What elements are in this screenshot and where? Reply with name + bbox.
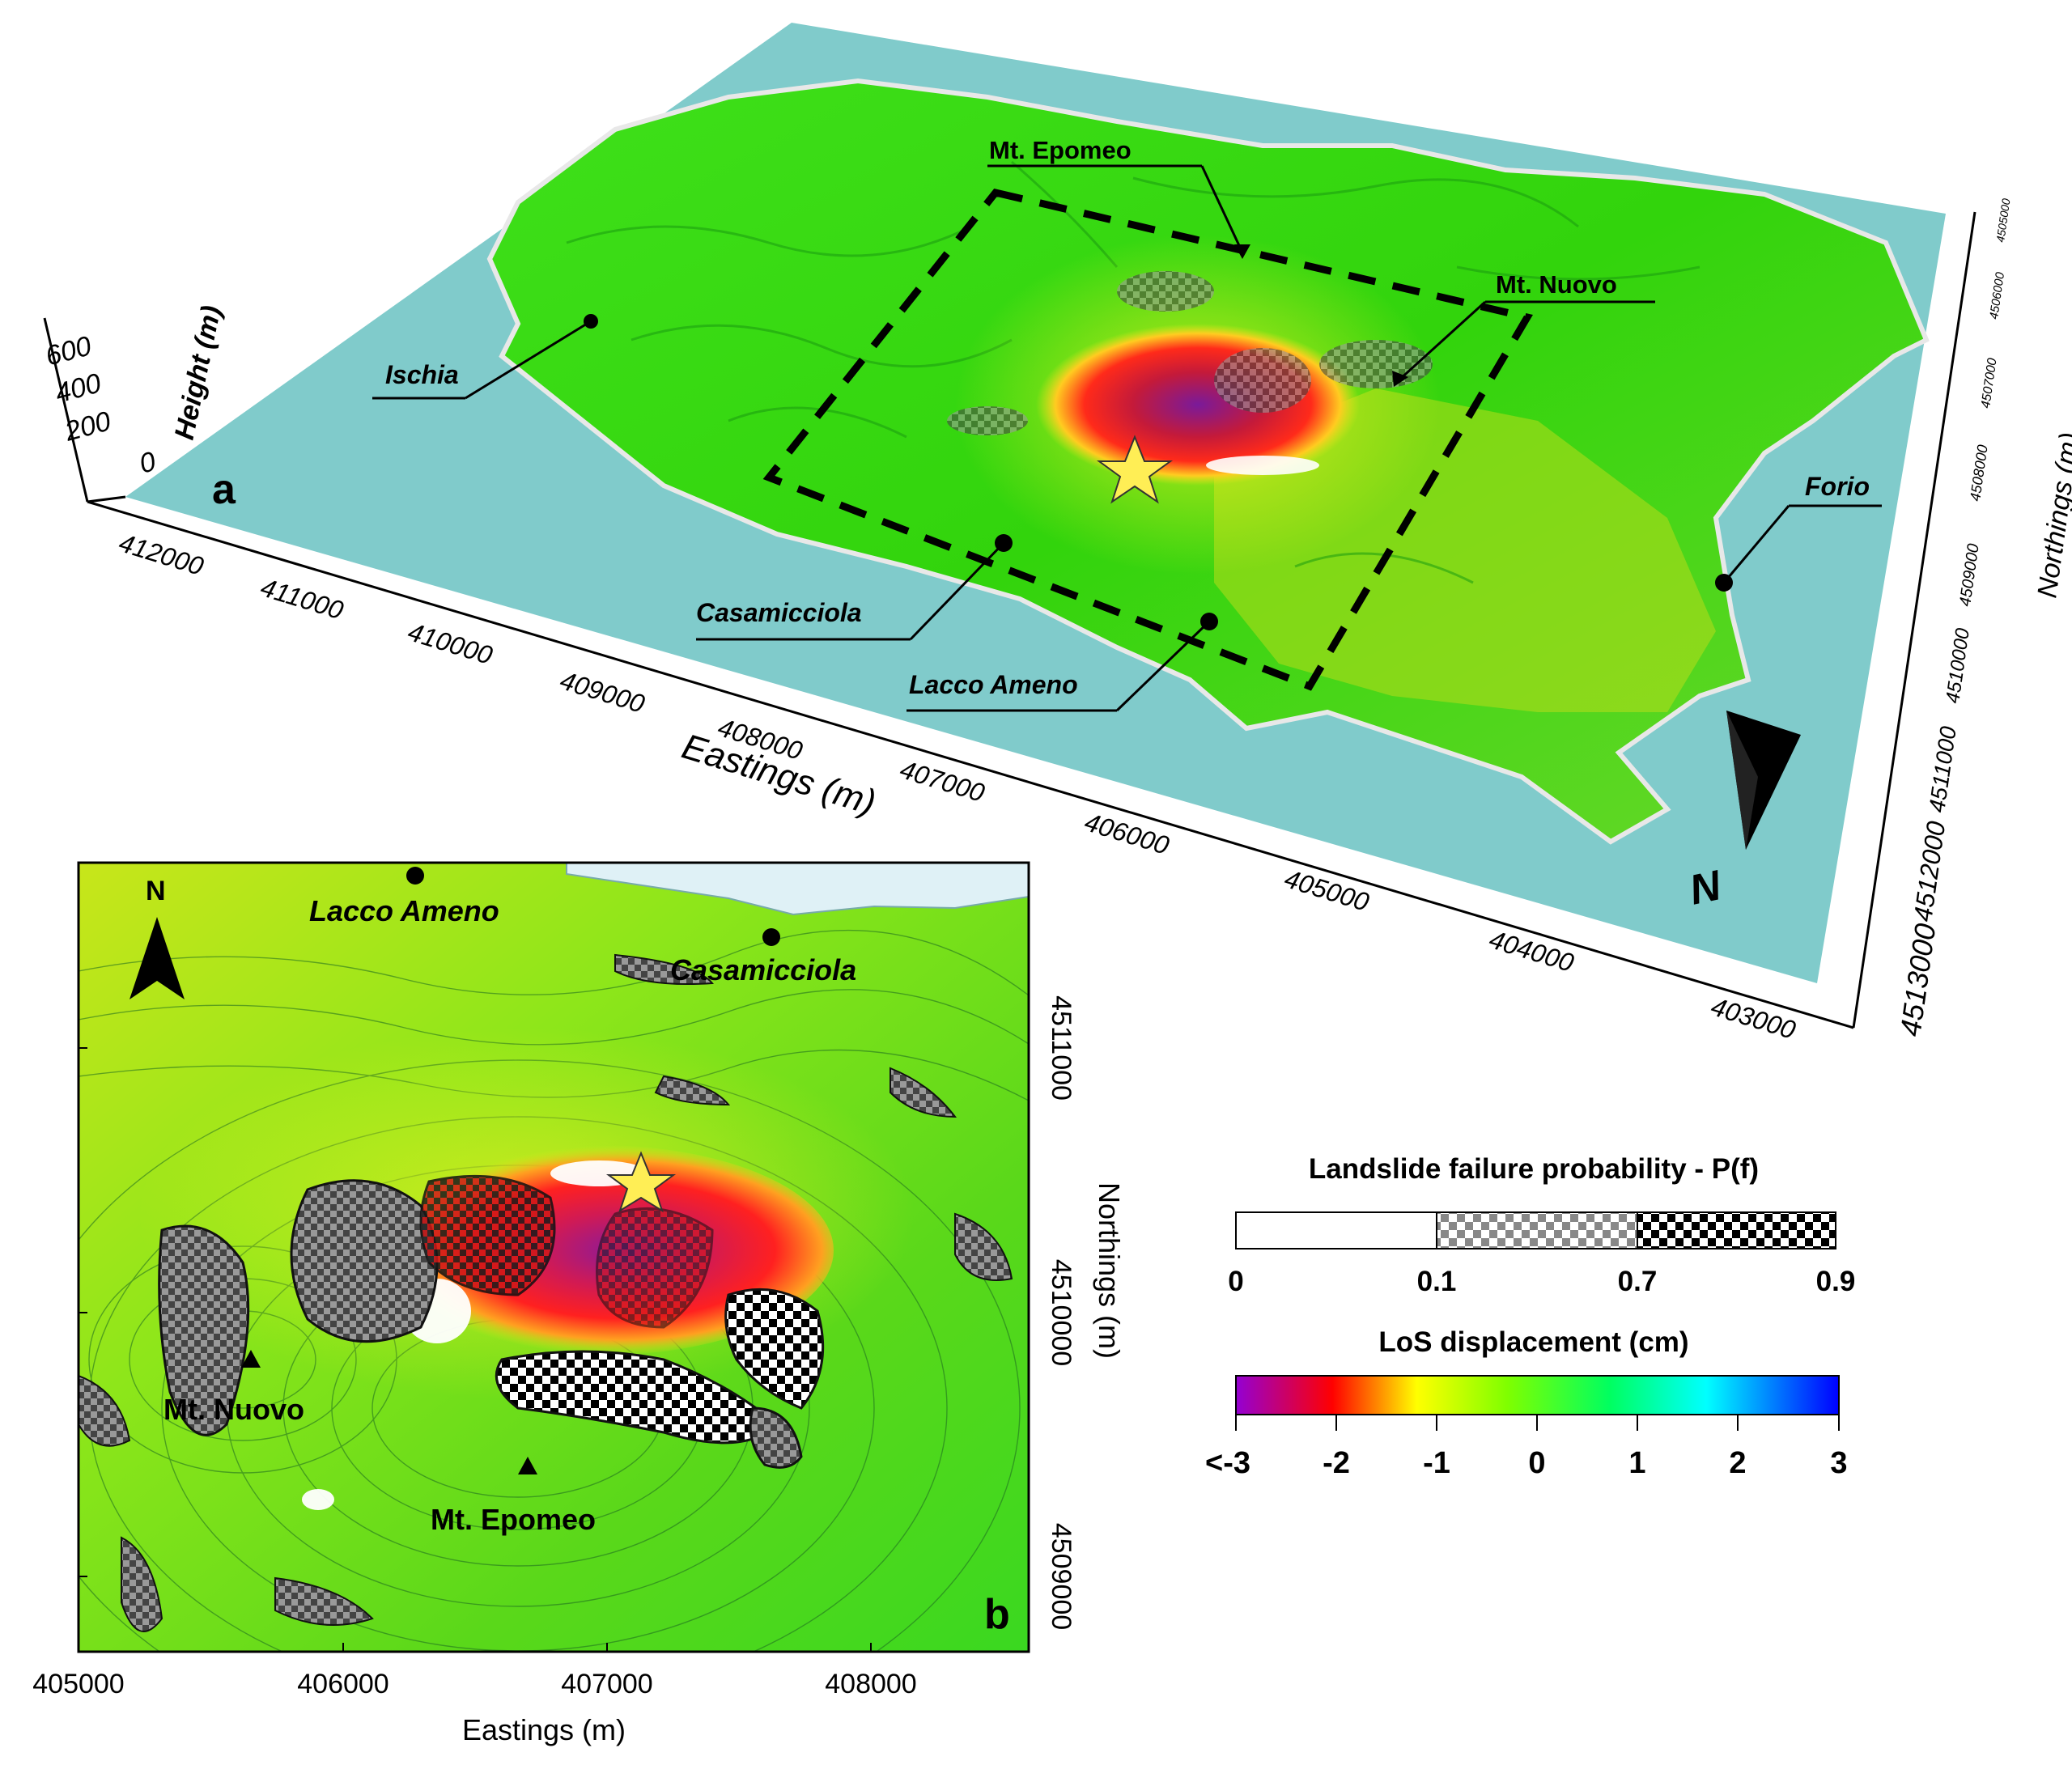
epicenter-star-a <box>1096 435 1174 504</box>
northing-tick-4507000: 4507000 <box>1979 357 2000 409</box>
easting-tick-407000: 407000 <box>897 754 988 808</box>
height-tick-400: 400 <box>52 367 104 409</box>
label-mt-epomeo-a: Mt. Epomeo <box>989 136 1132 164</box>
legend-los-tick-3: 3 <box>1830 1446 1847 1480</box>
legend-pf-title: Landslide failure probability - P(f) <box>1309 1153 1759 1185</box>
white-scarp-a <box>1206 456 1319 475</box>
legend-los-colorbar <box>1235 1375 1840 1415</box>
legend-los-tick-neg2: -2 <box>1323 1446 1350 1480</box>
northing-tick-4510000: 4510000 <box>1942 626 1974 705</box>
landslide-stripes-b <box>79 953 1013 1632</box>
legend-los-tick-0: 0 <box>1528 1446 1545 1480</box>
label-mt-nuovo-a: Mt. Nuovo <box>1496 270 1617 299</box>
legend-pf-tick-0.9: 0.9 <box>1816 1266 1856 1297</box>
label-lacco-ameno-b: Lacco Ameno <box>309 894 499 927</box>
legend-pf-tick-0.7: 0.7 <box>1618 1266 1658 1297</box>
casamicciola-marker: Casamicciola <box>696 534 1013 641</box>
y-tick-4511000: 4511000 <box>1046 995 1076 1101</box>
north-label-b: N <box>146 876 166 906</box>
legend-los-tick-neg1: -1 <box>1423 1446 1450 1480</box>
label-casamicciola-a: Casamicciola <box>696 598 862 627</box>
panel-label-a: a <box>212 466 236 513</box>
label-mt-epomeo-b: Mt. Epomeo <box>431 1503 596 1536</box>
mt-epomeo-marker-a: Mt. Epomeo <box>987 136 1250 259</box>
panel-b-map: Lacco Ameno Casamicciola Mt. Nuovo Mt. E… <box>32 861 1126 1746</box>
lacco-ameno-dot-b <box>406 867 424 885</box>
inset-outline-dashed <box>762 188 1533 691</box>
x-axis-title-b: Eastings (m) <box>462 1713 626 1746</box>
legend-pf-class-high <box>1637 1211 1836 1250</box>
y-axis-title-b: Northings (m) <box>1093 1182 1126 1359</box>
x-tick-406000: 406000 <box>297 1669 388 1699</box>
x-axis-b: 405000 406000 407000 408000 Eastings (m) <box>32 1643 917 1746</box>
label-lacco-ameno-a: Lacco Ameno <box>909 670 1078 699</box>
y-axis-b: 4511000 4510000 4509000 Northings (m) <box>79 995 1126 1630</box>
legend-los-tick-1: 1 <box>1628 1446 1645 1480</box>
x-tick-405000: 405000 <box>32 1669 124 1699</box>
mt-epomeo-triangle-b <box>518 1457 537 1474</box>
forio-marker: Forio <box>1715 472 1882 592</box>
x-tick-407000: 407000 <box>561 1669 652 1699</box>
height-tick-600: 600 <box>42 330 95 371</box>
lacco-ameno-marker: Lacco Ameno <box>906 613 1218 712</box>
northings-axis-title-a: Northings (m) <box>2032 431 2072 600</box>
easting-tick-406000: 406000 <box>1081 807 1173 860</box>
label-forio: Forio <box>1805 472 1870 501</box>
label-mt-nuovo-b: Mt. Nuovo <box>163 1393 304 1426</box>
legend-pf-class-none <box>1235 1211 1437 1250</box>
northing-tick-4505000: 4505000 <box>1993 197 2012 243</box>
legend-los-tick-2: 2 <box>1729 1446 1746 1480</box>
legend-pf-class-medium <box>1436 1211 1638 1250</box>
height-axis-title: Height (m) <box>169 303 227 442</box>
northing-tick-4509000: 4509000 <box>1956 543 1983 608</box>
northing-tick-4513000: 4513000 <box>1893 922 1942 1038</box>
easting-tick-403000: 403000 <box>1708 991 1799 1045</box>
legend-los-displacement: LoS displacement (cm) <-3 -2 -1 0 1 2 3 <box>1205 1326 1848 1480</box>
northing-tick-4508000: 4508000 <box>1967 443 1991 502</box>
casamicciola-dot-b <box>762 928 780 946</box>
easting-tick-410000: 410000 <box>405 617 496 670</box>
easting-tick-411000: 411000 <box>257 572 347 625</box>
easting-tick-412000: 412000 <box>116 528 207 581</box>
label-ischia: Ischia <box>385 360 459 389</box>
x-tick-408000: 408000 <box>825 1669 916 1699</box>
northing-tick-4511000: 4511000 <box>1924 724 1961 814</box>
legend-los-title: LoS displacement (cm) <box>1378 1326 1688 1358</box>
y-tick-4510000: 4510000 <box>1046 1259 1076 1366</box>
height-tick-0: 0 <box>136 446 159 480</box>
north-arrow-b: N <box>130 876 185 999</box>
sea-area-b <box>566 863 1029 916</box>
panel-label-b: b <box>984 1591 1010 1638</box>
epicenter-star-b <box>605 1151 677 1213</box>
legend-failure-probability: Landslide failure probability - P(f) 0 0… <box>1228 1153 1855 1297</box>
mt-nuovo-triangle-b <box>241 1350 261 1368</box>
map-frame-b <box>77 861 1030 1653</box>
easting-tick-409000: 409000 <box>557 665 648 719</box>
northing-tick-4506000: 4506000 <box>1987 271 2007 320</box>
label-casamicciola-b: Casamicciola <box>670 953 856 986</box>
landslide-hatch-b <box>158 1174 825 1469</box>
mt-nuovo-marker-a: Mt. Nuovo <box>1392 270 1655 387</box>
legend-los-tick-lt-3: <-3 <box>1205 1446 1250 1480</box>
height-tick-200: 200 <box>61 405 114 448</box>
y-tick-4509000: 4509000 <box>1046 1523 1076 1630</box>
northing-tick-4512000: 4512000 <box>1908 819 1951 923</box>
ischia-marker: Ischia <box>372 314 598 400</box>
legend-pf-tick-0: 0 <box>1228 1266 1243 1297</box>
north-arrow-b-icon <box>130 917 185 999</box>
legend-pf-tick-0.1: 0.1 <box>1417 1266 1457 1297</box>
